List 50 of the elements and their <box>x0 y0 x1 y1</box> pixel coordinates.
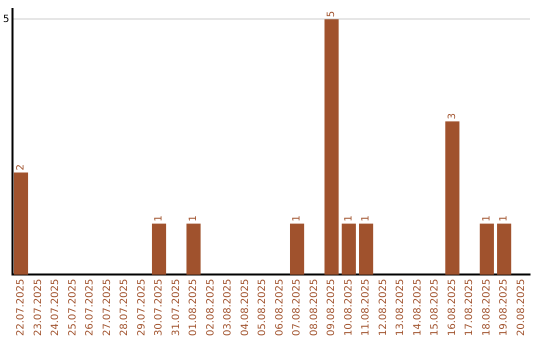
x-tick-label: 26.07.2025 <box>84 278 96 336</box>
data-label: 1 <box>188 215 200 222</box>
x-tick-label: 04.08.2025 <box>240 278 251 336</box>
x-tick-label: 19.08.2025 <box>498 278 510 336</box>
x-tick-label: 07.08.2025 <box>292 278 303 336</box>
x-tick-label: 23.07.2025 <box>32 278 44 336</box>
x-tick-label: 13.08.2025 <box>395 278 406 336</box>
x-tick-label: 31.07.2025 <box>170 278 182 336</box>
x-tick-label: 05.08.2025 <box>257 278 268 336</box>
bar <box>14 172 28 275</box>
x-tick-label: 09.08.2025 <box>326 278 338 336</box>
data-label: 1 <box>292 215 303 222</box>
x-tick-label: 25.07.2025 <box>67 278 78 336</box>
x-tick-label: 02.08.2025 <box>205 278 216 336</box>
data-label: 1 <box>481 215 492 222</box>
data-label: 1 <box>343 215 354 222</box>
bar <box>445 121 460 275</box>
x-tick-label: 10.08.2025 <box>343 278 354 336</box>
data-label: 2 <box>16 164 27 171</box>
x-tick-label: 06.08.2025 <box>274 278 286 336</box>
data-label: 5 <box>326 10 338 18</box>
x-tick-label: 29.07.2025 <box>136 278 148 336</box>
x-tick-label: 17.08.2025 <box>464 278 476 336</box>
x-tick-label: 16.08.2025 <box>446 278 458 336</box>
bar <box>359 224 374 275</box>
x-tick-label: 20.08.2025 <box>516 278 527 336</box>
x-tick-label: 15.08.2025 <box>430 278 441 336</box>
data-label: 1 <box>360 215 372 222</box>
data-label: 1 <box>498 215 510 222</box>
x-tick-label: 14.08.2025 <box>412 278 424 336</box>
x-tick-label: 12.08.2025 <box>378 278 389 336</box>
x-tick-label: 08.08.2025 <box>308 278 320 336</box>
bar <box>290 224 304 275</box>
bar <box>497 224 512 275</box>
bar <box>152 224 166 275</box>
x-tick-label: 28.07.2025 <box>119 278 130 336</box>
bar <box>324 19 339 275</box>
bar <box>342 224 356 275</box>
x-tick-label: 22.07.2025 <box>16 278 27 336</box>
bar <box>186 224 201 275</box>
x-tick-label: 11.08.2025 <box>360 278 372 336</box>
data-label: 1 <box>154 215 165 222</box>
data-label: 3 <box>446 113 458 120</box>
x-tick-label: 18.08.2025 <box>481 278 492 336</box>
bar <box>480 224 494 275</box>
x-tick-label: 27.07.2025 <box>102 278 113 336</box>
x-tick-label: 24.07.2025 <box>50 278 62 336</box>
x-tick-label: 30.07.2025 <box>154 278 165 336</box>
x-tick-label: 01.08.2025 <box>188 278 200 336</box>
x-tick-label: 03.08.2025 <box>222 278 234 336</box>
